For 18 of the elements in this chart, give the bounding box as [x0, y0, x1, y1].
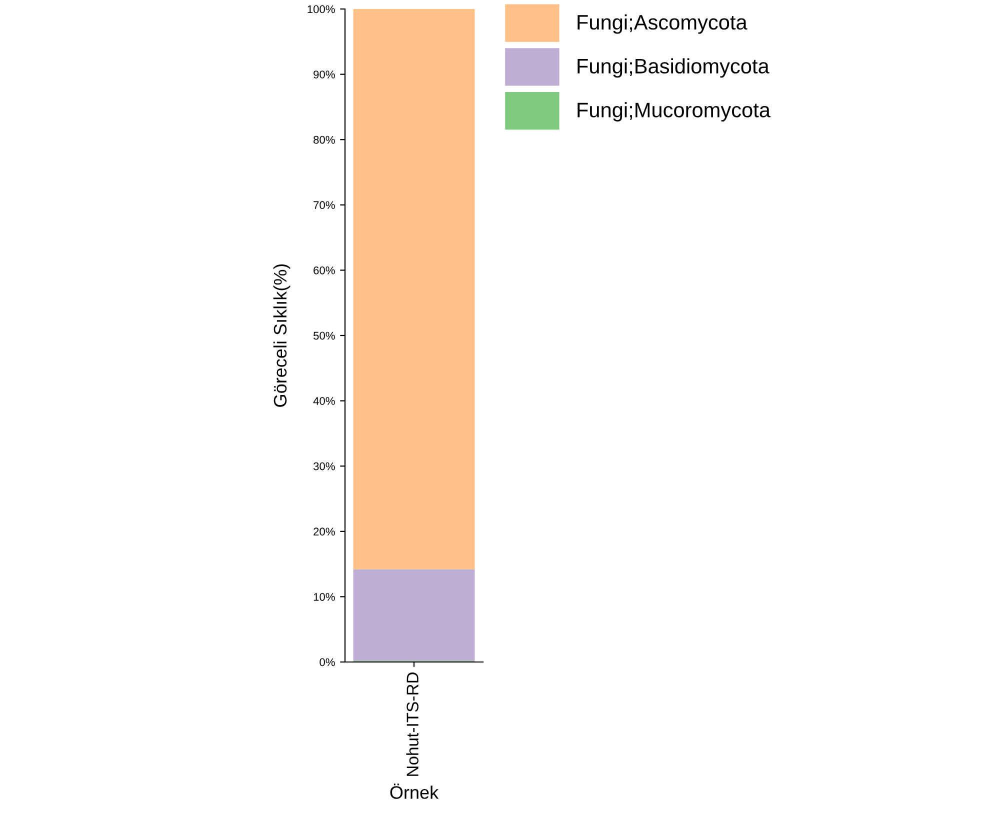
y-tick-label: 80% [314, 136, 335, 144]
y-tick-label: 30% [313, 462, 335, 470]
x-axis-title: Örnek [390, 784, 439, 799]
y-tick-label: 60% [314, 266, 335, 274]
y-tick-label: 90% [314, 70, 335, 78]
y-tick-label: 40% [313, 397, 335, 405]
y-tick-label: 50% [313, 332, 335, 340]
y-tick-label: 20% [314, 528, 335, 536]
y-tick-label: 10% [314, 592, 335, 601]
y-axis-title: Göreceli Sıklık(%) [273, 264, 290, 407]
y-tick-label: 100% [308, 5, 335, 14]
bar [353, 569, 475, 661]
x-tick-label: Nohut-ITS-RD [406, 672, 418, 776]
y-tick-label: 0% [320, 658, 335, 666]
legend-label: Fungi;Basidiomycota [578, 58, 770, 78]
legend-label: Fungi;Ascomycota [578, 14, 748, 34]
y-tick-label: 70% [314, 201, 335, 210]
legend-label: Fungi;Mucoromycota [578, 102, 770, 122]
